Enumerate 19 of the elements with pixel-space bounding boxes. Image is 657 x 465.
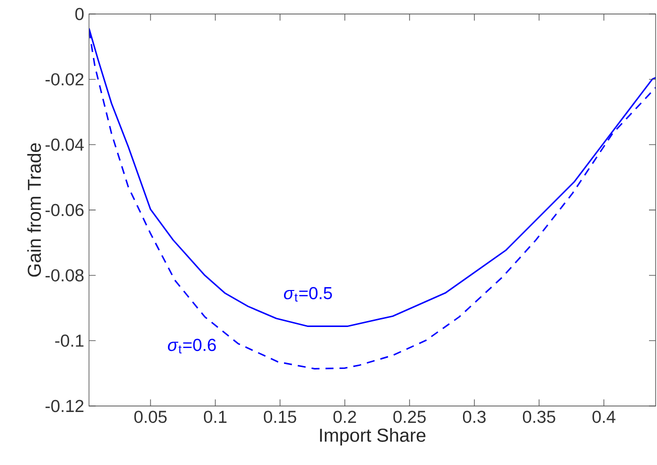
y-tick-label: -0.02 (46, 73, 84, 86)
y-tick-label: -0.04 (46, 138, 84, 151)
y-tick-label: -0.1 (55, 334, 84, 347)
x-tick-label: 0.4 (592, 410, 616, 423)
y-axis-title: Gain from Trade (27, 143, 41, 277)
x-tick-label: 0.2 (333, 410, 356, 423)
y-tick-label: -0.08 (46, 269, 84, 282)
y-tick-label: 0 (75, 8, 84, 20)
series-label: σ$_{t}$=0.5 (284, 286, 332, 302)
x-tick-label: 0.1 (204, 410, 226, 423)
y-tick-label: -0.12 (46, 400, 84, 412)
x-tick-label: 0.25 (393, 410, 426, 423)
y-tick-label: -0.06 (46, 204, 84, 216)
x-tick-label: 0.05 (134, 410, 167, 423)
x-tick-label: 0.35 (522, 410, 556, 423)
series-label: σ$_{t}$=0.6 (168, 338, 216, 354)
x-tick-label: 0.3 (462, 410, 486, 423)
x-tick-label: 0.15 (264, 410, 296, 423)
x-axis-title: Import Share (320, 428, 426, 446)
